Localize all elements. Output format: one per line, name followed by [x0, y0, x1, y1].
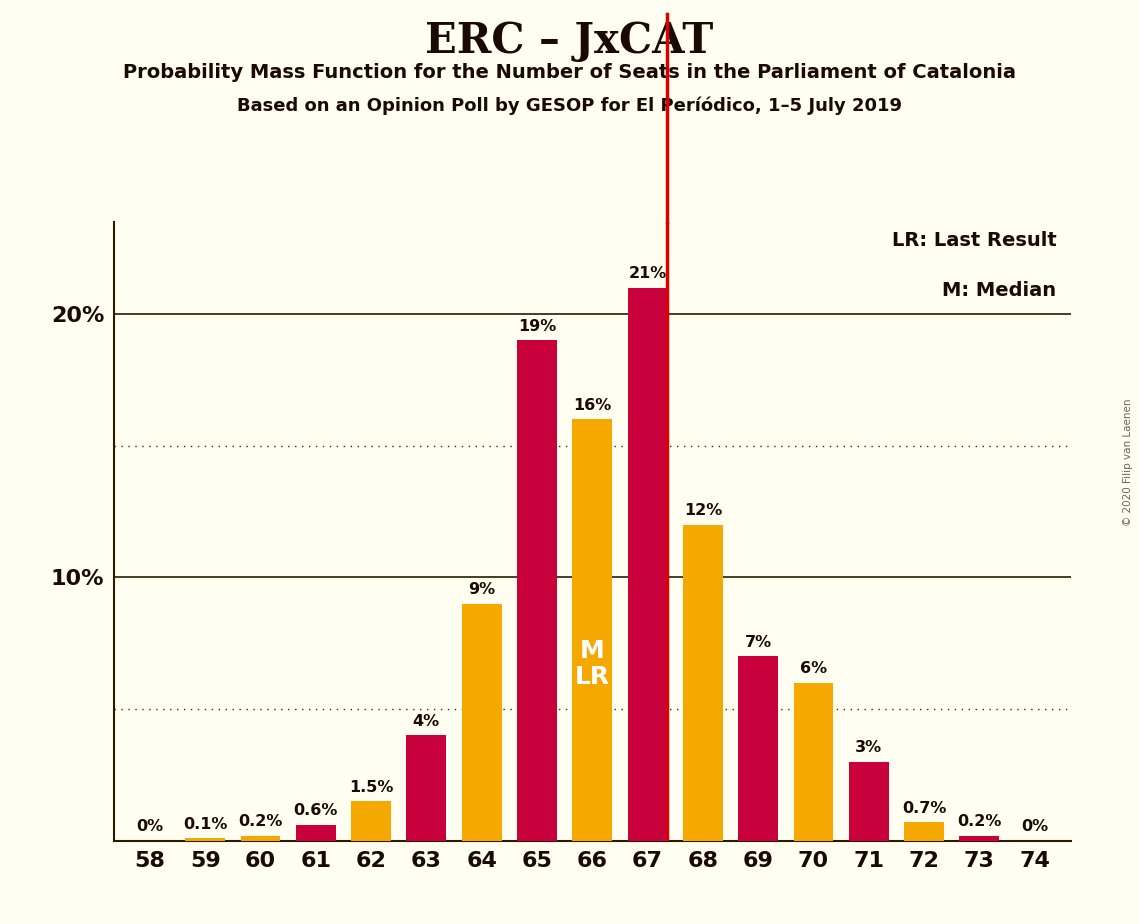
Text: 0%: 0%: [137, 820, 163, 834]
Bar: [904, 822, 944, 841]
Bar: [296, 825, 336, 841]
Bar: [573, 419, 612, 841]
Text: 0.2%: 0.2%: [957, 814, 1001, 829]
Text: 7%: 7%: [745, 635, 772, 650]
Bar: [517, 340, 557, 841]
Bar: [738, 656, 778, 841]
Bar: [628, 287, 667, 841]
Bar: [849, 761, 888, 841]
Text: 4%: 4%: [412, 714, 440, 729]
Text: 0.7%: 0.7%: [902, 801, 947, 816]
Text: 16%: 16%: [573, 397, 612, 413]
Bar: [351, 801, 391, 841]
Text: 19%: 19%: [518, 319, 556, 334]
Text: 0.6%: 0.6%: [294, 804, 338, 819]
Text: 9%: 9%: [468, 582, 495, 597]
Text: M
LR: M LR: [575, 638, 609, 688]
Text: 0.2%: 0.2%: [238, 814, 282, 829]
Bar: [461, 603, 501, 841]
Text: Probability Mass Function for the Number of Seats in the Parliament of Catalonia: Probability Mass Function for the Number…: [123, 63, 1016, 82]
Text: 0.1%: 0.1%: [183, 817, 228, 832]
Bar: [683, 525, 723, 841]
Text: 12%: 12%: [683, 504, 722, 518]
Bar: [407, 736, 446, 841]
Text: LR: Last Result: LR: Last Result: [892, 231, 1056, 250]
Bar: [186, 838, 226, 841]
Bar: [959, 835, 999, 841]
Bar: [240, 835, 280, 841]
Bar: [794, 683, 834, 841]
Text: 1.5%: 1.5%: [349, 780, 393, 795]
Text: 3%: 3%: [855, 740, 883, 755]
Text: © 2020 Filip van Laenen: © 2020 Filip van Laenen: [1123, 398, 1132, 526]
Text: Based on an Opinion Poll by GESOP for El Períódico, 1–5 July 2019: Based on an Opinion Poll by GESOP for El…: [237, 96, 902, 115]
Text: M: Median: M: Median: [942, 281, 1056, 299]
Text: 21%: 21%: [629, 266, 666, 281]
Text: 6%: 6%: [800, 662, 827, 676]
Text: 0%: 0%: [1022, 820, 1048, 834]
Text: ERC – JxCAT: ERC – JxCAT: [425, 20, 714, 62]
